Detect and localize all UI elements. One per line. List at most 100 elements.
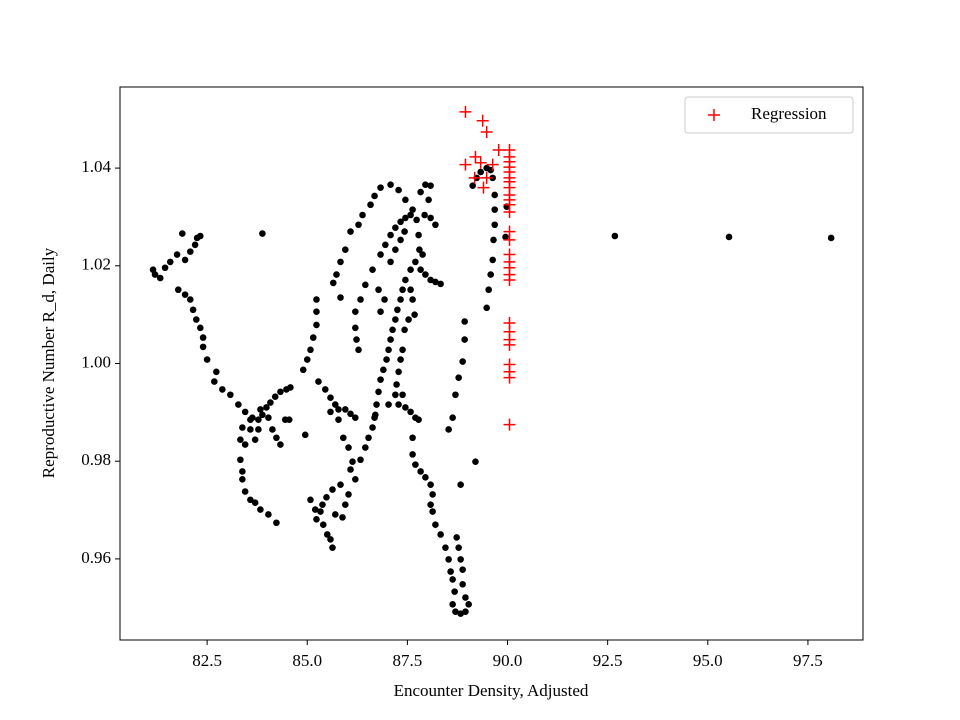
y-tick-label: 1.02: [81, 255, 111, 274]
dot: [372, 411, 379, 419]
x-tick-label: 90.0: [493, 651, 523, 670]
dot: [489, 174, 497, 182]
dot: [407, 211, 414, 219]
dot: [331, 511, 339, 518]
plus-marker: [503, 206, 516, 219]
dot: [299, 366, 307, 374]
dot: [197, 324, 204, 332]
dot: [241, 408, 249, 416]
dot: [339, 514, 346, 521]
plus-marker: [708, 109, 720, 121]
plus-marker: [503, 338, 516, 351]
dot: [422, 271, 429, 278]
dot: [397, 296, 404, 303]
dot: [387, 181, 394, 189]
dot: [461, 336, 468, 343]
dot: [392, 316, 399, 323]
dot: [321, 386, 329, 393]
dot: [427, 501, 434, 508]
x-tick-label: 87.5: [393, 651, 423, 670]
dot: [345, 444, 352, 451]
dot: [402, 276, 409, 284]
dot: [483, 304, 490, 312]
dot: [197, 232, 204, 240]
dot: [425, 196, 432, 204]
dot: [395, 401, 402, 408]
dot: [453, 534, 460, 541]
plus-marker: [503, 418, 516, 431]
dot: [375, 388, 382, 396]
dot: [413, 216, 420, 224]
dot: [432, 221, 439, 229]
dot: [313, 321, 320, 329]
dot: [502, 233, 509, 241]
dot: [369, 424, 376, 431]
dot: [449, 576, 456, 583]
dot: [257, 506, 264, 513]
dot: [449, 414, 456, 422]
dot: [213, 368, 220, 376]
dot: [399, 286, 406, 294]
dot: [255, 426, 262, 433]
dot: [387, 231, 394, 239]
dot: [186, 248, 194, 255]
legend-box: [684, 96, 854, 134]
dot: [265, 414, 272, 422]
dot: [392, 246, 399, 253]
dot: [329, 486, 336, 493]
dot: [337, 481, 344, 488]
dot: [211, 378, 218, 385]
dot: [407, 266, 414, 274]
dot: [394, 306, 401, 314]
dot: [437, 531, 444, 538]
dot: [355, 221, 362, 229]
dot: [156, 274, 164, 282]
dot: [447, 568, 454, 575]
dot: [355, 346, 362, 354]
dot: [445, 556, 452, 563]
dot: [259, 230, 266, 237]
dot: [271, 393, 279, 401]
dot: [437, 280, 444, 288]
dot: [459, 358, 466, 365]
dot: [352, 308, 359, 316]
dot: [239, 468, 246, 475]
dot: [273, 519, 280, 527]
dot: [247, 496, 254, 504]
dot: [392, 224, 399, 231]
dot: [309, 334, 317, 341]
dot: [241, 488, 249, 495]
dot: [462, 608, 469, 615]
x-tick-label: 92.5: [593, 651, 623, 670]
legend-label: Regression: [751, 104, 827, 123]
y-axis-label: Reproductive Number R_d, Daily: [39, 247, 58, 478]
dot: [313, 296, 320, 303]
plus-marker: [469, 150, 482, 163]
dot: [227, 391, 234, 399]
dot: [427, 182, 434, 189]
dot: [335, 406, 342, 413]
dot: [303, 356, 311, 363]
dot: [459, 566, 466, 573]
dot: [311, 506, 319, 513]
dot: [827, 234, 835, 242]
dot: [327, 394, 334, 401]
dot: [327, 408, 334, 416]
dot: [380, 366, 387, 374]
dot: [357, 296, 364, 303]
dot: [259, 411, 266, 419]
y-tick-label: 1.00: [81, 352, 111, 371]
dot: [401, 326, 408, 334]
dot: [315, 378, 322, 385]
dot: [445, 426, 452, 433]
dot: [203, 356, 211, 363]
dot: [455, 374, 462, 381]
dot: [457, 556, 464, 563]
x-tick-label: 95.0: [693, 651, 723, 670]
dot: [375, 286, 382, 294]
plus-marker: [503, 233, 516, 246]
dot: [357, 456, 364, 464]
dot: [307, 496, 314, 504]
dot: [459, 581, 466, 588]
